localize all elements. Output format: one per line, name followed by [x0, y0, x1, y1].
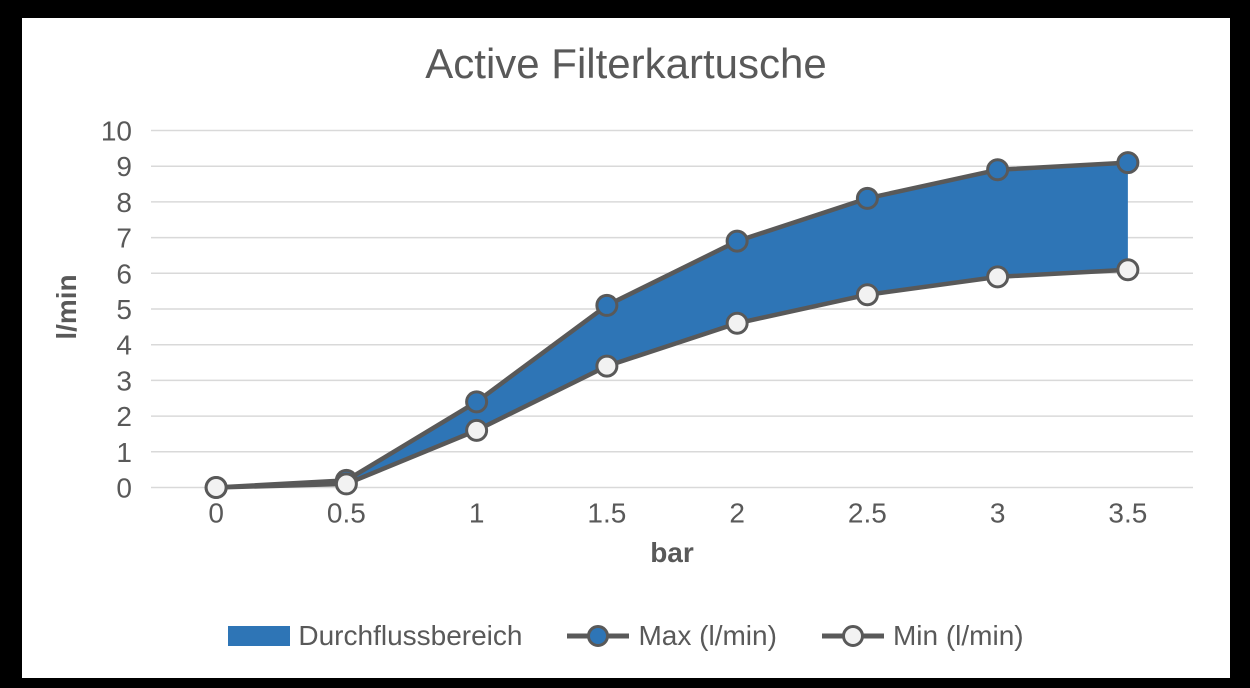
plot-area: 0 1 2 3 4 5 6 7 8 9 10 0 0.5 1 1.5 2 2.5 3 3.5: [101, 116, 1193, 529]
min-marker: [725, 311, 749, 335]
x-tick-label: 1.5: [587, 498, 626, 529]
x-tick-label: 2.5: [848, 498, 887, 529]
y-tick-label: 7: [116, 223, 132, 254]
x-tick-label: 2: [729, 498, 745, 529]
max-marker: [725, 229, 749, 253]
x-tick-label: 0.5: [327, 498, 366, 529]
x-axis-label: bar: [650, 537, 694, 568]
min-marker: [595, 354, 619, 378]
min-marker: [986, 265, 1010, 289]
max-marker: [595, 293, 619, 317]
min-marker: [855, 283, 879, 307]
y-tick-label: 5: [116, 294, 132, 325]
y-tick-label: 8: [116, 187, 132, 218]
legend: Durchflussbereich Max (l/min) Min (l/min): [22, 616, 1230, 656]
legend-item-max: Max (l/min): [566, 620, 777, 652]
y-tick-label: 9: [116, 151, 132, 182]
max-line: [213, 160, 1131, 490]
legend-min-marker-icon: [821, 625, 884, 647]
y-tick-label: 0: [116, 473, 132, 504]
y-tick-label: 2: [116, 401, 132, 432]
legend-item-min: Min (l/min): [821, 620, 1024, 652]
min-marker: [1116, 258, 1140, 282]
x-tick-label: 1: [469, 498, 485, 529]
flow-band-area: [216, 162, 1128, 488]
min-line: [213, 267, 1131, 490]
legend-band-swatch: [228, 626, 291, 646]
x-tick-label: 3: [990, 498, 1006, 529]
min-marker: [204, 476, 228, 499]
y-tick-label: 3: [116, 365, 132, 396]
legend-item-label: Durchflussbereich: [298, 620, 523, 651]
chart-title: Active Filterkartusche: [425, 40, 827, 87]
legend-max-marker-icon: [567, 625, 630, 647]
y-tick-label: 4: [116, 330, 132, 361]
max-marker: [986, 158, 1010, 182]
chart-panel: Active Filterkartusche 0 1 2 3 4 5 6 7 8 9 10 0 0.5 1…: [22, 18, 1230, 678]
y-tick-label: 10: [101, 116, 132, 147]
x-tick-label: 3.5: [1108, 498, 1147, 529]
min-marker: [334, 472, 358, 496]
y-axis-label: l/min: [51, 274, 82, 340]
legend-item-durchflussbereich: Durchflussbereich: [228, 620, 522, 652]
legend-item-label: Max (l/min): [638, 620, 777, 651]
legend-marker-dot: [841, 625, 864, 647]
x-tick-label: 0: [208, 498, 224, 529]
max-marker: [1116, 151, 1140, 175]
max-marker: [465, 390, 489, 414]
legend-marker-dot: [587, 625, 610, 647]
y-tick-label: 1: [116, 437, 132, 468]
y-tick-label: 6: [116, 258, 132, 289]
min-marker: [465, 418, 489, 442]
legend-item-label: Min (l/min): [892, 620, 1024, 651]
max-marker: [855, 186, 879, 210]
